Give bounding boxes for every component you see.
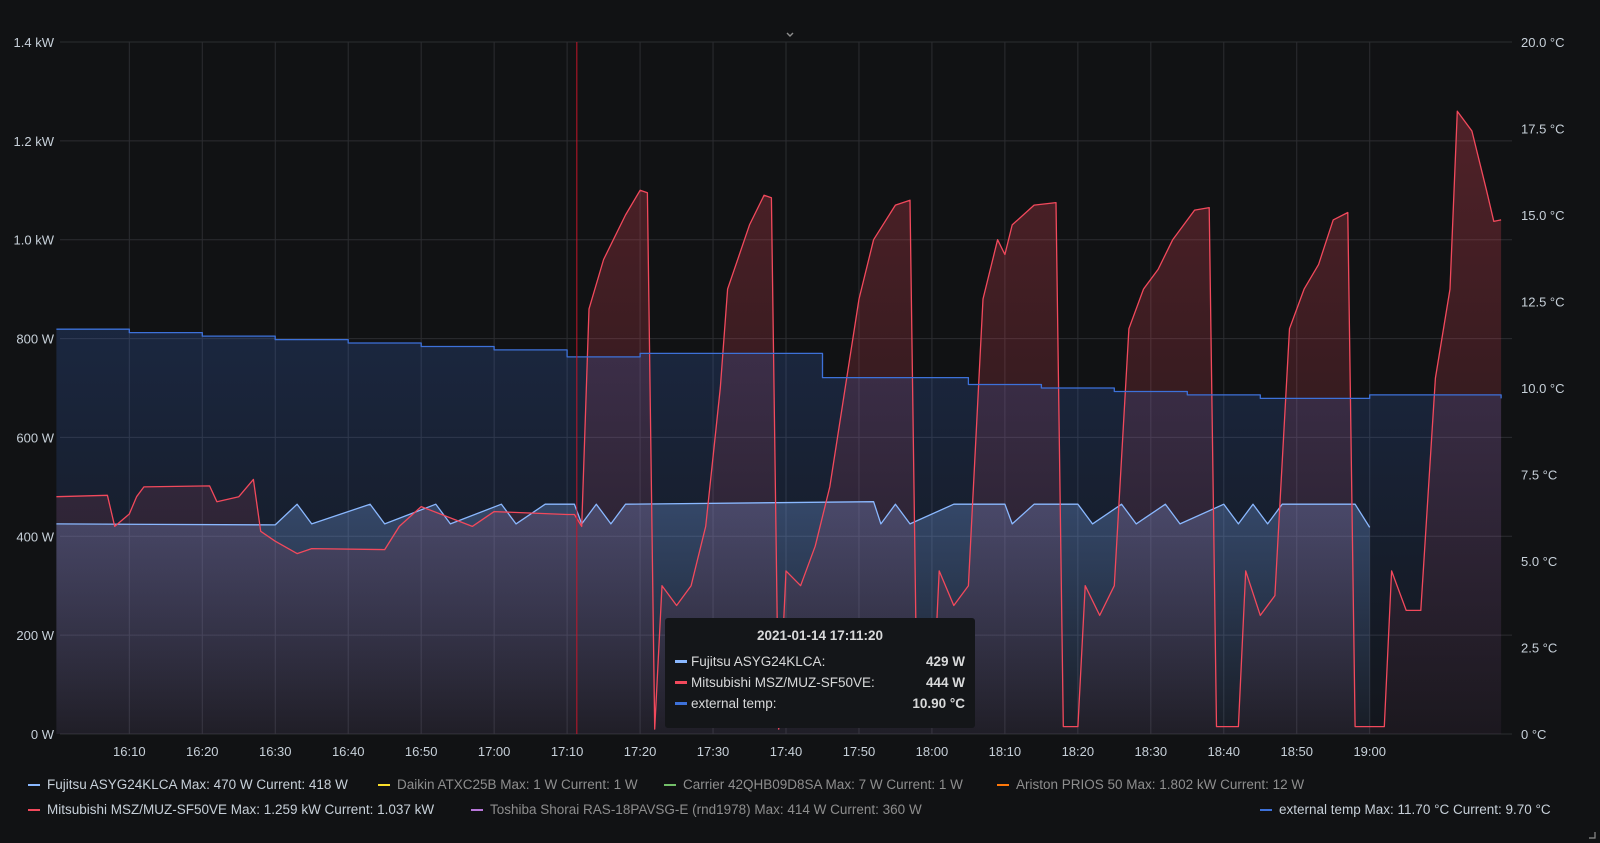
legend-item-external-temp[interactable]: external temp Max: 11.70 °C Current: 9.7… xyxy=(1260,802,1551,817)
legend-row-1: Fujitsu ASYG24KLCA Max: 470 W Current: 4… xyxy=(0,777,1600,795)
tooltip-series-value: 429 W xyxy=(925,654,965,669)
y-tick-label-left: 600 W xyxy=(16,430,54,445)
legend-swatch xyxy=(28,783,40,786)
x-tick-label: 18:30 xyxy=(1135,744,1168,759)
tooltip-series-name: Mitsubishi MSZ/MUZ-SF50VE: xyxy=(691,675,875,690)
resize-corner-icon[interactable] xyxy=(1588,831,1596,839)
legend-label: Ariston PRIOS 50 Max: 1.802 kW Current: … xyxy=(1016,777,1305,792)
y-tick-label-right: 12.5 °C xyxy=(1521,295,1565,310)
x-tick-label: 17:40 xyxy=(770,744,803,759)
tooltip-series-name: Fujitsu ASYG24KLCA: xyxy=(691,654,826,669)
series-line xyxy=(56,110,1502,730)
y-tick-label-left: 0 W xyxy=(31,727,55,742)
x-tick-label: 18:20 xyxy=(1062,744,1095,759)
y-tick-label-right: 5.0 °C xyxy=(1521,554,1557,569)
x-tick-label: 16:30 xyxy=(259,744,292,759)
x-tick-label: 17:10 xyxy=(551,744,584,759)
x-tick-label: 18:50 xyxy=(1280,744,1313,759)
tooltip-row: Mitsubishi MSZ/MUZ-SF50VE: 444 W xyxy=(675,672,965,693)
series-swatch xyxy=(675,702,687,705)
y-tick-label-right: 20.0 °C xyxy=(1521,35,1565,50)
series-fills xyxy=(56,111,1502,734)
x-tick-label: 18:10 xyxy=(989,744,1022,759)
legend-swatch xyxy=(664,783,676,786)
legend-item-carrier[interactable]: Carrier 42QHB09D8SA Max: 7 W Current: 1 … xyxy=(664,777,963,792)
legend-item-fujitsu[interactable]: Fujitsu ASYG24KLCA Max: 470 W Current: 4… xyxy=(28,777,348,792)
tooltip-row: Fujitsu ASYG24KLCA: 429 W xyxy=(675,651,965,672)
legend-label: Daikin ATXC25B Max: 1 W Current: 1 W xyxy=(397,777,638,792)
legend-label: Carrier 42QHB09D8SA Max: 7 W Current: 1 … xyxy=(683,777,963,792)
legend-label: Fujitsu ASYG24KLCA Max: 470 W Current: 4… xyxy=(47,777,348,792)
legend-item-toshiba[interactable]: Toshiba Shorai RAS-18PAVSG-E (rnd1978) M… xyxy=(471,802,922,817)
series-swatch xyxy=(675,660,687,663)
y-tick-label-left: 200 W xyxy=(16,628,54,643)
x-tick-label: 16:10 xyxy=(113,744,146,759)
series-area-fill xyxy=(56,329,1502,734)
legend-swatch xyxy=(378,783,390,786)
x-tick-label: 18:40 xyxy=(1208,744,1241,759)
x-tick-label: 17:00 xyxy=(478,744,511,759)
tooltip-time: 2021-01-14 17:11:20 xyxy=(756,628,884,643)
tooltip-series-name: external temp: xyxy=(691,696,777,711)
legend-swatch xyxy=(1260,808,1272,811)
series-line xyxy=(56,501,1371,528)
x-tick-label: 16:40 xyxy=(332,744,365,759)
legend-row-2: Mitsubishi MSZ/MUZ-SF50VE Max: 1.259 kW … xyxy=(0,802,1600,820)
y-tick-label-left: 1.2 kW xyxy=(14,134,55,149)
hover-tooltip: 2021-01-14 17:11:20 Fujitsu ASYG24KLCA: … xyxy=(665,618,975,728)
legend-item-daikin[interactable]: Daikin ATXC25B Max: 1 W Current: 1 W xyxy=(378,777,638,792)
y-tick-label-left: 400 W xyxy=(16,529,54,544)
tooltip-series-value: 444 W xyxy=(925,675,965,690)
y-tick-label-left: 1.0 kW xyxy=(14,233,55,248)
legend-label: Toshiba Shorai RAS-18PAVSG-E (rnd1978) M… xyxy=(490,802,922,817)
y-tick-label-right: 15.0 °C xyxy=(1521,208,1565,223)
x-tick-label: 16:20 xyxy=(186,744,219,759)
chevron-down-icon[interactable] xyxy=(785,30,795,40)
y-tick-label-left: 1.4 kW xyxy=(14,35,55,50)
series-line xyxy=(56,328,1502,400)
x-tick-label: 16:50 xyxy=(405,744,438,759)
x-tick-label: 19:00 xyxy=(1353,744,1386,759)
axis-labels: 0 W 200 W 400 W 600 W 800 W 1.0 kW 1.2 kW 1.4 k… xyxy=(14,35,1565,759)
y-tick-label-right: 17.5 °C xyxy=(1521,122,1565,137)
y-tick-label-left: 800 W xyxy=(16,332,54,347)
legend-label: Mitsubishi MSZ/MUZ-SF50VE Max: 1.259 kW … xyxy=(47,802,435,817)
y-tick-label-right: 10.0 °C xyxy=(1521,381,1565,396)
x-tick-label: 17:30 xyxy=(697,744,730,759)
series-swatch xyxy=(675,681,687,684)
tooltip-row: external temp: 10.90 °C xyxy=(675,693,965,714)
legend-swatch xyxy=(471,808,483,811)
tooltip-series-value: 10.90 °C xyxy=(912,696,965,711)
x-tick-label: 17:20 xyxy=(624,744,657,759)
legend-label: external temp Max: 11.70 °C Current: 9.7… xyxy=(1279,802,1551,817)
y-tick-label-right: 7.5 °C xyxy=(1521,468,1557,483)
x-tick-label: 18:00 xyxy=(916,744,949,759)
legend-item-mitsubishi[interactable]: Mitsubishi MSZ/MUZ-SF50VE Max: 1.259 kW … xyxy=(28,802,434,817)
y-tick-label-right: 2.5 °C xyxy=(1521,641,1557,656)
timeseries-chart[interactable]: 0 W 200 W 400 W 600 W 800 W 1.0 kW 1.2 kW 1.4 k… xyxy=(0,0,1600,760)
legend-item-ariston[interactable]: Ariston PRIOS 50 Max: 1.802 kW Current: … xyxy=(997,777,1304,792)
legend-swatch xyxy=(28,808,40,811)
x-tick-label: 17:50 xyxy=(843,744,876,759)
y-tick-label-right: 0 °C xyxy=(1521,727,1546,742)
series-lines xyxy=(56,110,1502,730)
legend-swatch xyxy=(997,783,1009,786)
